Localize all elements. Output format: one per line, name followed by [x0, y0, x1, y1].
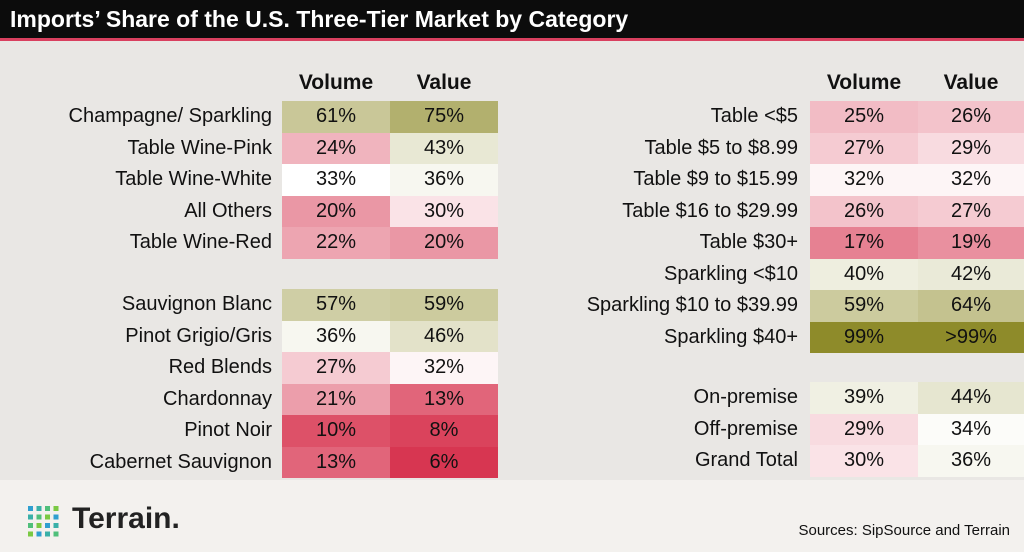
- logo-dot: [53, 506, 59, 511]
- left-value-header: Value: [416, 71, 472, 94]
- logo-dot: [28, 506, 33, 511]
- right-cells: 25% 26% 27% 29% 32% 32% 26% 27% 17% 19% 40% 42% 59% 6…: [500, 68, 1024, 478]
- volume-cell-table-9-to-15-99: 32%: [810, 164, 918, 196]
- volume-cell-cabernet-sauvignon: 13%: [282, 446, 390, 478]
- value-cell-on-premise: 44%: [918, 382, 1024, 414]
- row-label-table-30: Table $30+: [699, 231, 798, 253]
- row-label-sparkling-10-to-39-99: Sparkling $10 to $39.99: [586, 294, 798, 316]
- row-label-table-5-to-8-99: Table $5 to $8.99: [644, 136, 798, 159]
- volume-cell-table-wine-white: 33%: [282, 164, 390, 196]
- volume-cell-sauvignon-blanc: 57%: [282, 289, 390, 321]
- value-cell-table-30: 19%: [918, 227, 1024, 259]
- footer: Terrain. Sources: SipSource and Terrain: [0, 480, 1024, 552]
- volume-cell-pinot-noir: 10%: [282, 415, 390, 447]
- value-cell-pinot-grigio-gris: 46%: [390, 320, 498, 352]
- value-cell-chardonnay: 13%: [390, 383, 498, 415]
- row-label-pinot-noir: Pinot Noir: [184, 419, 272, 441]
- source-note: Sources: SipSource and Terrain: [798, 522, 1010, 539]
- row-label-chardonnay: Chardonnay: [163, 387, 272, 410]
- price-tier-table-right: Table <$5 Table $5 to $8.99 Table $9 to $1…: [500, 68, 1024, 478]
- volume-cell-off-premise: 29%: [810, 413, 918, 445]
- row-label-table-wine-pink: Table Wine-Pink: [127, 136, 272, 159]
- right-row-labels: Table <$5 Table $5 to $8.99 Table $9 to $1…: [500, 68, 798, 478]
- logo-dot: [45, 506, 50, 511]
- volume-cell-table-5: 25%: [810, 101, 918, 133]
- volume-cell-table-16-to-29-99: 26%: [810, 195, 918, 227]
- row-label-grand-total: Grand Total: [694, 449, 798, 471]
- row-label-table-9-to-15-99: Table $9 to $15.99: [633, 168, 798, 190]
- left-volume-header: Volume: [298, 71, 374, 94]
- brand-name: Terrain.: [72, 502, 180, 535]
- volume-cell-table-30: 17%: [810, 227, 918, 259]
- logo-dot: [28, 514, 33, 520]
- row-label-table-wine-red: Table Wine-Red: [129, 231, 272, 253]
- logo-dot: [36, 514, 42, 520]
- logo-dot: [53, 531, 59, 537]
- logo-dot: [36, 531, 42, 537]
- row-label-champagne-sparkling: Champagne/ Sparkling: [68, 105, 272, 127]
- volume-cell-all-others: 20%: [282, 195, 390, 227]
- row-label-red-blends: Red Blends: [168, 356, 272, 378]
- row-label-table-5: Table <$5: [710, 105, 798, 127]
- row-label-sparkling-10: Sparkling <$10: [664, 262, 798, 285]
- volume-cell-grand-total: 30%: [810, 445, 918, 477]
- value-cell-table-5-to-8-99: 29%: [918, 132, 1024, 164]
- logo-dot: [53, 523, 59, 528]
- value-cell-sparkling-10: 42%: [918, 258, 1024, 290]
- volume-cell-table-wine-pink: 24%: [282, 132, 390, 164]
- value-cell-all-others: 30%: [390, 195, 498, 227]
- volume-cell-sparkling-10-to-39-99: 59%: [810, 290, 918, 322]
- dot-grid-logo-icon: [28, 506, 59, 537]
- row-label-pinot-grigio-gris: Pinot Grigio/Gris: [125, 324, 272, 347]
- volume-cell-on-premise: 39%: [810, 382, 918, 414]
- volume-cell-red-blends: 27%: [282, 352, 390, 384]
- row-label-cabernet-sauvignon: Cabernet Sauvignon: [89, 450, 272, 473]
- value-cell-table-wine-red: 20%: [390, 227, 498, 259]
- logo-dot: [36, 506, 42, 511]
- value-cell-sparkling-10-to-39-99: 64%: [918, 290, 1024, 322]
- logo-dot: [28, 531, 33, 537]
- volume-cell-table-5-to-8-99: 27%: [810, 132, 918, 164]
- value-cell-table-wine-pink: 43%: [390, 132, 498, 164]
- value-cell-sparkling-40: >99%: [918, 321, 1024, 353]
- row-label-sauvignon-blanc: Sauvignon Blanc: [121, 293, 272, 315]
- value-cell-table-16-to-29-99: 27%: [918, 195, 1024, 227]
- volume-cell-sparkling-40: 99%: [810, 321, 918, 353]
- title-bar: Imports’ Share of the U.S. Three-Tier Ma…: [0, 0, 1024, 41]
- volume-cell-chardonnay: 21%: [282, 383, 390, 415]
- value-cell-cabernet-sauvignon: 6%: [390, 446, 498, 478]
- volume-cell-table-wine-red: 22%: [282, 227, 390, 259]
- value-cell-table-9-to-15-99: 32%: [918, 164, 1024, 196]
- right-value-header: Value: [943, 71, 999, 94]
- left-cells: 61% 75% 24% 43% 33% 36% 20% 30% 22% 20% 57% 59% 36% 4…: [0, 68, 500, 478]
- logo-dot: [45, 531, 50, 537]
- row-label-off-premise: Off-premise: [693, 417, 798, 440]
- row-label-on-premise: On-premise: [693, 386, 798, 408]
- left-row-labels: Champagne/ Sparkling Table Wine-Pink Table…: [0, 68, 272, 478]
- value-cell-off-premise: 34%: [918, 413, 1024, 445]
- value-cell-red-blends: 32%: [390, 352, 498, 384]
- volume-cell-pinot-grigio-gris: 36%: [282, 320, 390, 352]
- value-cell-pinot-noir: 8%: [390, 415, 498, 447]
- logo-dot: [53, 514, 59, 520]
- logo-dot: [28, 523, 33, 528]
- volume-cell-champagne-sparkling: 61%: [282, 101, 390, 133]
- value-cell-table-wine-white: 36%: [390, 164, 498, 196]
- page-title: Imports’ Share of the U.S. Three-Tier Ma…: [10, 6, 629, 32]
- value-cell-grand-total: 36%: [918, 445, 1024, 477]
- logo-dot: [45, 514, 50, 520]
- logo-dot: [45, 523, 50, 528]
- value-cell-sauvignon-blanc: 59%: [390, 289, 498, 321]
- value-cell-table-5: 26%: [918, 101, 1024, 133]
- row-label-table-16-to-29-99: Table $16 to $29.99: [622, 199, 798, 222]
- volume-cell-sparkling-10: 40%: [810, 258, 918, 290]
- row-label-all-others: All Others: [184, 199, 272, 222]
- logo-dot: [36, 523, 42, 528]
- value-cell-champagne-sparkling: 75%: [390, 101, 498, 133]
- category-table-left: Champagne/ Sparkling Table Wine-Pink Table…: [0, 68, 500, 478]
- row-label-sparkling-40: Sparkling $40+: [664, 325, 798, 348]
- right-volume-header: Volume: [826, 71, 902, 94]
- row-label-table-wine-white: Table Wine-White: [115, 168, 272, 190]
